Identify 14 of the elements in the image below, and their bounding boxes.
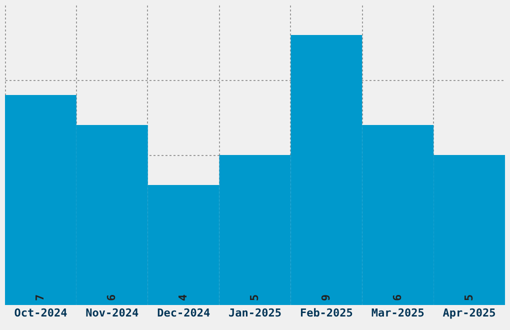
x-tick-label: Apr-2025 — [442, 306, 496, 320]
data-label: 6 — [105, 294, 118, 301]
x-tick-label: Jan-2025 — [228, 306, 282, 320]
x-tick-label: Oct-2024 — [14, 306, 68, 320]
data-label: 7 — [34, 294, 47, 301]
x-tick-label: Mar-2025 — [371, 306, 424, 320]
x-tick-label: Dec-2024 — [157, 306, 210, 320]
x-tick-label: Feb-2025 — [300, 306, 353, 320]
data-label: 5 — [248, 294, 261, 301]
data-label: 4 — [176, 294, 190, 301]
data-label: 5 — [462, 294, 476, 301]
data-label: 6 — [390, 294, 404, 301]
x-tick-label: Nov-2024 — [86, 306, 140, 320]
data-label: 9 — [319, 294, 332, 301]
